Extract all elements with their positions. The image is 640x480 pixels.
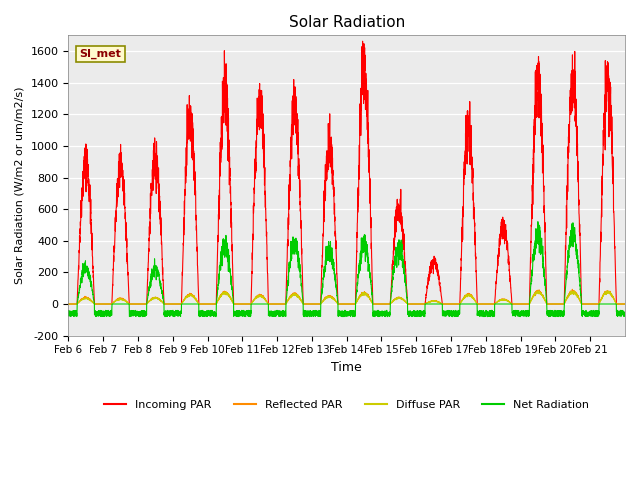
Diffuse PAR bbox=[527, 298, 534, 304]
Y-axis label: Solar Radiation (W/m2 or um/m2/s): Solar Radiation (W/m2 or um/m2/s) bbox=[15, 87, 25, 284]
Net Radiation bbox=[180, 301, 188, 307]
Net Radiation bbox=[136, 314, 143, 320]
Diffuse PAR bbox=[180, 298, 188, 303]
Net Radiation bbox=[621, 310, 629, 316]
Diffuse PAR bbox=[535, 288, 543, 294]
Net Radiation bbox=[527, 283, 534, 289]
Net Radiation bbox=[397, 248, 405, 254]
X-axis label: Time: Time bbox=[332, 361, 362, 374]
Net Radiation bbox=[65, 308, 72, 314]
Incoming PAR bbox=[397, 218, 405, 224]
Incoming PAR bbox=[621, 301, 629, 307]
Reflected PAR bbox=[568, 287, 576, 292]
Reflected PAR bbox=[397, 296, 405, 302]
Line: Incoming PAR: Incoming PAR bbox=[68, 41, 625, 304]
Reflected PAR bbox=[621, 301, 629, 307]
Incoming PAR bbox=[367, 240, 375, 246]
Incoming PAR bbox=[500, 236, 508, 241]
Legend: Incoming PAR, Reflected PAR, Diffuse PAR, Net Radiation: Incoming PAR, Reflected PAR, Diffuse PAR… bbox=[100, 395, 594, 414]
Title: Solar Radiation: Solar Radiation bbox=[289, 15, 405, 30]
Reflected PAR bbox=[527, 298, 534, 304]
Diffuse PAR bbox=[65, 301, 72, 307]
Reflected PAR bbox=[65, 301, 72, 307]
Net Radiation bbox=[541, 281, 549, 287]
Net Radiation bbox=[367, 286, 375, 292]
Text: SI_met: SI_met bbox=[79, 49, 122, 59]
Reflected PAR bbox=[180, 297, 188, 303]
Diffuse PAR bbox=[367, 299, 375, 304]
Incoming PAR bbox=[180, 232, 188, 238]
Net Radiation bbox=[534, 219, 541, 225]
Incoming PAR bbox=[541, 245, 549, 251]
Line: Reflected PAR: Reflected PAR bbox=[68, 289, 625, 304]
Line: Diffuse PAR: Diffuse PAR bbox=[68, 291, 625, 304]
Incoming PAR bbox=[359, 38, 367, 44]
Incoming PAR bbox=[527, 244, 534, 250]
Reflected PAR bbox=[367, 298, 375, 304]
Line: Net Radiation: Net Radiation bbox=[68, 222, 625, 317]
Net Radiation bbox=[500, 301, 508, 307]
Incoming PAR bbox=[65, 301, 72, 307]
Reflected PAR bbox=[499, 297, 507, 302]
Diffuse PAR bbox=[397, 295, 405, 301]
Diffuse PAR bbox=[541, 298, 549, 304]
Reflected PAR bbox=[541, 297, 549, 303]
Diffuse PAR bbox=[499, 297, 507, 303]
Diffuse PAR bbox=[621, 301, 629, 307]
